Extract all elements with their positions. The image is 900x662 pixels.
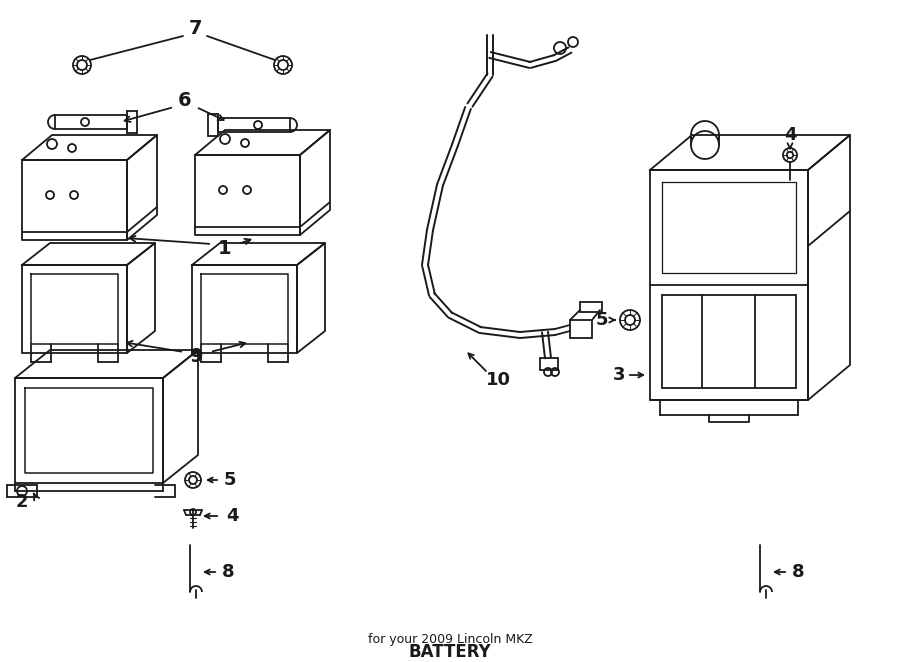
Text: 3: 3 (613, 366, 625, 384)
Text: 5: 5 (224, 471, 236, 489)
Text: 8: 8 (792, 563, 805, 581)
Text: 10: 10 (485, 371, 510, 389)
Text: 7: 7 (188, 19, 202, 38)
Bar (540, 358, 558, 370)
Text: BATTERY: BATTERY (409, 643, 491, 661)
Text: 6: 6 (178, 91, 192, 109)
Text: 5: 5 (596, 311, 608, 329)
Text: 1: 1 (218, 238, 232, 258)
Circle shape (691, 131, 719, 159)
Circle shape (691, 121, 719, 149)
Text: 9: 9 (190, 348, 203, 367)
Text: 2: 2 (16, 493, 28, 511)
Text: for your 2009 Lincoln MKZ: for your 2009 Lincoln MKZ (367, 634, 533, 647)
Text: 4: 4 (784, 126, 796, 144)
Circle shape (783, 148, 797, 162)
Text: 8: 8 (221, 563, 234, 581)
Bar (580, 302, 602, 312)
Text: 4: 4 (226, 507, 239, 525)
Bar (570, 320, 592, 338)
